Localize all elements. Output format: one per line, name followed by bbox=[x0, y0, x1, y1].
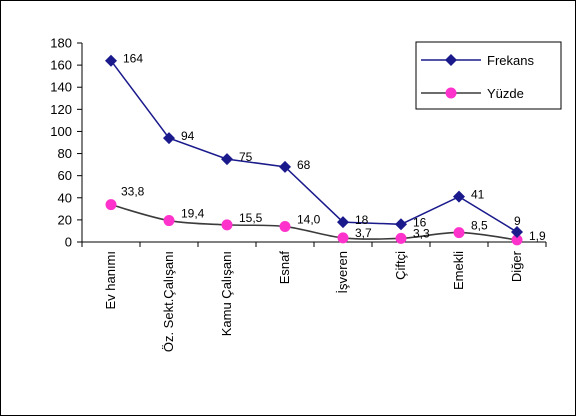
x-tick-label: Çiftçi bbox=[393, 251, 408, 280]
point-frekans bbox=[337, 216, 349, 229]
point-frekans bbox=[511, 226, 523, 239]
y-tick-label: 120 bbox=[50, 102, 72, 117]
legend-label-yuzde: Yüzde bbox=[487, 86, 524, 101]
data-label-yuzde: 3,3 bbox=[413, 226, 430, 240]
data-label-yuzde: 1,9 bbox=[529, 229, 546, 243]
point-yuzde bbox=[395, 232, 407, 244]
point-yuzde bbox=[163, 215, 175, 227]
point-yuzde bbox=[279, 221, 291, 233]
y-tick-label: 0 bbox=[65, 235, 72, 250]
y-tick-label: 20 bbox=[58, 212, 72, 227]
data-label-yuzde: 14,0 bbox=[297, 213, 321, 227]
point-frekans bbox=[453, 190, 465, 203]
y-tick-label: 140 bbox=[50, 80, 72, 95]
data-label-yuzde: 3,7 bbox=[355, 226, 372, 240]
point-frekans bbox=[221, 153, 233, 166]
series-layer: 33,8 19,4 15,5 14,0 3,7 3,3 8,5 1,9 164 94 75 68 18 1… bbox=[105, 52, 546, 246]
x-tick-label: Diğer bbox=[509, 250, 524, 282]
y-tick-label: 180 bbox=[50, 36, 72, 51]
data-label-yuzde: 33,8 bbox=[121, 185, 145, 199]
data-label-frekans: 18 bbox=[355, 213, 369, 227]
y-tick-label: 100 bbox=[50, 124, 72, 139]
point-frekans bbox=[105, 54, 117, 67]
x-tick-label: İşveren bbox=[335, 251, 350, 294]
point-frekans bbox=[395, 218, 407, 231]
x-tick-label: Kamu Çalışanı bbox=[219, 251, 234, 336]
data-label-yuzde: 15,5 bbox=[239, 211, 263, 225]
data-label-frekans: 164 bbox=[123, 52, 143, 66]
legend-marker-yuzde bbox=[445, 87, 457, 99]
y-tick-label: 60 bbox=[58, 168, 72, 183]
axes: 0 20 40 60 80 100 120 140 160 180 Ev hanımı Öz. Sek… bbox=[50, 36, 547, 352]
data-label-frekans: 75 bbox=[239, 150, 253, 164]
point-yuzde bbox=[453, 227, 465, 239]
data-label-frekans: 41 bbox=[471, 188, 485, 202]
x-tick-label: Emekli bbox=[451, 251, 466, 290]
y-tick-label: 80 bbox=[58, 146, 72, 161]
point-yuzde bbox=[511, 234, 523, 246]
point-frekans bbox=[163, 132, 175, 145]
data-label-yuzde: 8,5 bbox=[471, 219, 488, 233]
data-label-frekans: 94 bbox=[181, 129, 195, 143]
data-label-frekans: 68 bbox=[297, 158, 311, 172]
y-tick-label: 40 bbox=[58, 190, 72, 205]
legend-box bbox=[415, 41, 562, 110]
data-label-yuzde: 19,4 bbox=[181, 207, 205, 221]
y-tick-label: 160 bbox=[50, 58, 72, 73]
legend: Frekans Yüzde bbox=[415, 41, 562, 110]
point-yuzde bbox=[337, 232, 349, 244]
legend-label-frekans: Frekans bbox=[487, 53, 534, 68]
point-yuzde bbox=[221, 219, 233, 231]
legend-marker-frekans bbox=[445, 54, 457, 66]
point-frekans bbox=[279, 160, 291, 173]
data-label-frekans: 16 bbox=[413, 215, 427, 229]
x-tick-label: Esnaf bbox=[277, 251, 292, 285]
point-yuzde bbox=[105, 199, 117, 211]
series-line-frekans bbox=[110, 60, 518, 233]
data-label-frekans: 9 bbox=[514, 214, 521, 228]
x-tick-label: Öz. Sekt.Çalışanı bbox=[161, 251, 176, 352]
x-tick-label: Ev hanımı bbox=[103, 251, 118, 310]
